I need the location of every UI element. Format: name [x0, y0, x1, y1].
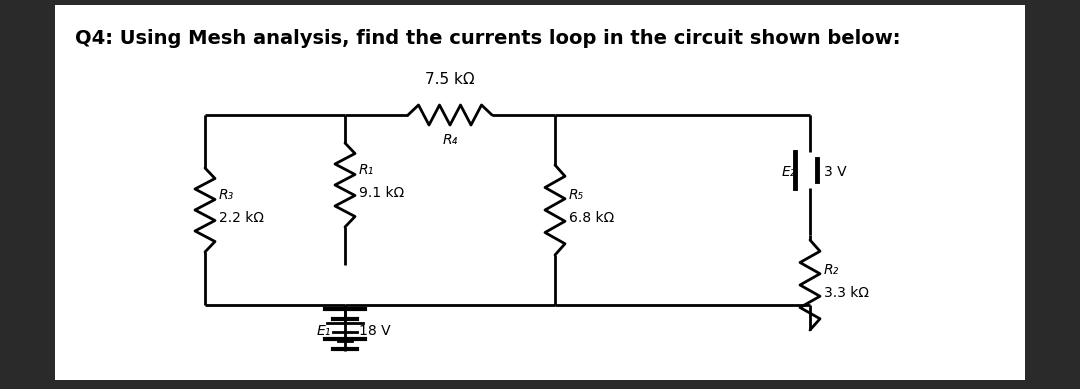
Text: 7.5 kΩ: 7.5 kΩ [426, 72, 475, 87]
Text: E₁: E₁ [316, 324, 330, 338]
Text: 9.1 kΩ: 9.1 kΩ [359, 186, 404, 200]
Text: R₂: R₂ [824, 263, 839, 277]
Text: 6.8 kΩ: 6.8 kΩ [569, 211, 615, 225]
Text: R₄: R₄ [443, 133, 458, 147]
Text: 18 V: 18 V [359, 324, 391, 338]
Text: R₃: R₃ [219, 188, 234, 202]
Text: 3 V: 3 V [824, 165, 847, 179]
FancyBboxPatch shape [55, 5, 1025, 380]
Text: E₂: E₂ [782, 165, 796, 179]
Text: R₁: R₁ [359, 163, 375, 177]
Text: 3.3 kΩ: 3.3 kΩ [824, 286, 869, 300]
Text: R₅: R₅ [569, 188, 584, 202]
Text: 2.2 kΩ: 2.2 kΩ [219, 211, 264, 225]
Text: Q4: Using Mesh analysis, find the currents loop in the circuit shown below:: Q4: Using Mesh analysis, find the curren… [75, 28, 901, 47]
